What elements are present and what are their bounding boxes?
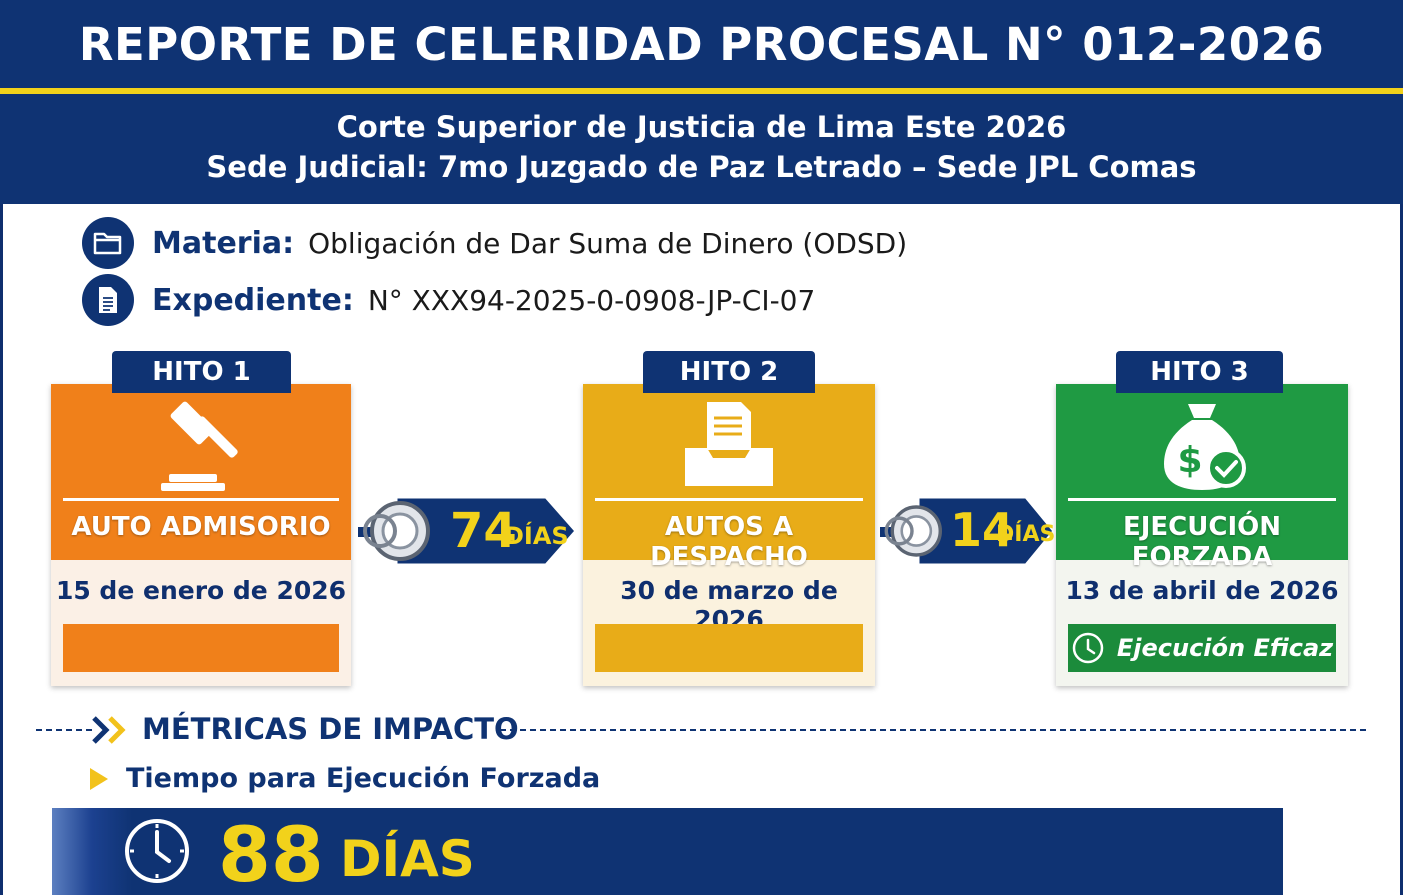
interval-arrow-2: 14 DÍAS	[878, 495, 1058, 567]
expediente-row: Expediente: N° XXX94-2025-0-0908-JP-CI-0…	[82, 273, 815, 327]
milestone-3-header: $ EJECUCIÓN FORZADA	[1056, 384, 1348, 572]
milestone-card-2: AUTOS A DESPACHO HITO 2 30 de marzo de 2…	[583, 351, 875, 686]
dashed-line-right	[500, 729, 1366, 731]
milestone-3-tab: HITO 3	[1116, 351, 1283, 393]
clock-icon	[1072, 632, 1104, 664]
report-title: REPORTE DE CELERIDAD PROCESAL N° 012-202…	[78, 17, 1325, 71]
materia-row: Materia: Obligación de Dar Suma de Diner…	[82, 216, 907, 270]
court-banner: Corte Superior de Justicia de Lima Este …	[0, 94, 1403, 204]
milestone-1-bar	[63, 624, 339, 672]
interval-2-unit: DÍAS	[996, 522, 1056, 547]
interval-1-value: 74	[450, 503, 517, 559]
milestone-card-1: AUTO ADMISORIO HITO 1 15 de enero de 202…	[51, 351, 351, 686]
gold-divider	[0, 88, 1403, 94]
handcuffs-icon	[884, 505, 942, 557]
expediente-label: Expediente:	[152, 282, 354, 318]
metric-item-label: Tiempo para Ejecución Forzada	[126, 763, 601, 794]
court-name: Corte Superior de Justicia de Lima Este …	[336, 110, 1067, 144]
money-bag-check-icon: $	[1164, 404, 1246, 490]
milestone-2-title: AUTOS A DESPACHO	[650, 512, 808, 572]
folder-icon	[82, 217, 134, 269]
milestone-3-separator	[1068, 498, 1336, 501]
milestone-2-bar	[595, 624, 863, 672]
metric-item: Tiempo para Ejecución Forzada	[90, 763, 600, 794]
milestone-1-date: 15 de enero de 2026	[55, 576, 347, 605]
materia-label: Materia:	[152, 225, 295, 261]
milestone-3-date: 13 de abril de 2026	[1065, 576, 1339, 605]
total-days-unit: DÍAS	[340, 830, 475, 888]
milestone-1-separator	[63, 498, 339, 501]
materia-value: Obligación de Dar Suma de Dinero (ODSD)	[308, 226, 908, 260]
interval-arrow-1: 74 DÍAS	[356, 495, 580, 567]
impact-metrics-title: MÉTRICAS DE IMPACTO	[142, 712, 519, 746]
milestone-2-header: AUTOS A DESPACHO	[583, 384, 875, 572]
svg-text:$: $	[1177, 440, 1202, 481]
milestone-1-title: AUTO ADMISORIO	[71, 512, 331, 542]
effective-execution-label: Ejecución Eficaz	[1116, 634, 1334, 662]
report-title-banner: REPORTE DE CELERIDAD PROCESAL N° 012-202…	[0, 0, 1403, 88]
milestone-1-header: AUTO ADMISORIO	[51, 384, 351, 560]
clock-icon	[125, 819, 189, 883]
milestone-2-separator	[595, 498, 863, 501]
milestone-2-tab: HITO 2	[643, 351, 815, 393]
interval-2-value: 14	[950, 503, 1015, 557]
total-days-value: 88	[218, 810, 324, 895]
double-chevron-icon	[92, 716, 126, 744]
triangle-bullet-icon	[90, 767, 108, 790]
milestone-card-3: $ EJECUCIÓN FORZADA HITO 3 13 de abril d…	[1056, 351, 1348, 686]
court-seat: Sede Judicial: 7mo Juzgado de Paz Letrad…	[206, 150, 1197, 184]
interval-1-unit: DÍAS	[504, 522, 569, 550]
total-days-banner: 88 DÍAS	[52, 808, 1283, 895]
handcuffs-icon	[363, 501, 430, 561]
effective-execution-badge: Ejecución Eficaz	[1068, 624, 1336, 672]
impact-metrics-header: MÉTRICAS DE IMPACTO	[36, 708, 1366, 752]
milestone-1-tab: HITO 1	[112, 351, 291, 393]
document-icon	[82, 274, 134, 326]
gavel-icon	[161, 401, 238, 491]
document-tray-icon	[685, 402, 773, 486]
expediente-value: N° XXX94-2025-0-0908-JP-CI-07	[367, 283, 816, 317]
dashed-line-left	[36, 729, 92, 731]
milestone-3-title: EJECUCIÓN FORZADA	[1122, 512, 1281, 572]
